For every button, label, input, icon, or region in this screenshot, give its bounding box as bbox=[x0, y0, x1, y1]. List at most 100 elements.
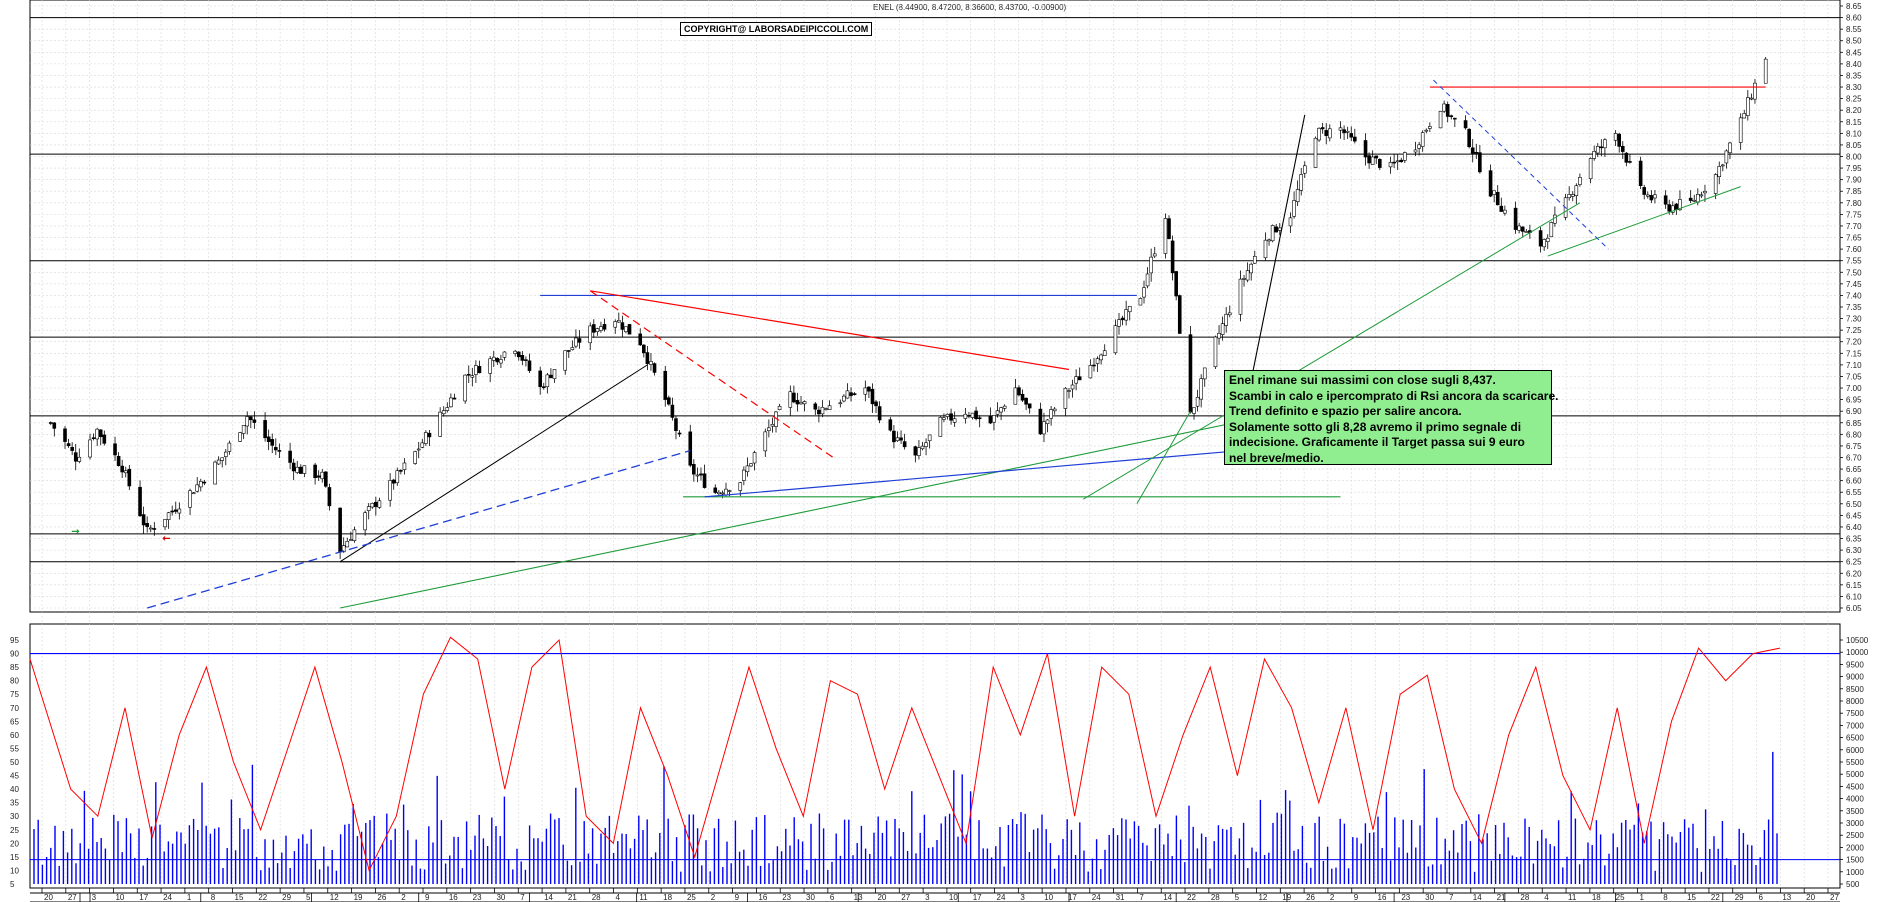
candle-body bbox=[670, 404, 675, 418]
date-tick-label: 27 bbox=[68, 893, 77, 902]
candle-body bbox=[370, 502, 375, 508]
date-tick-label: 25 bbox=[1616, 893, 1625, 902]
candle-body bbox=[1102, 350, 1107, 357]
candle-body bbox=[1245, 270, 1250, 281]
date-tick-label: 2 bbox=[401, 893, 406, 902]
month-axis: JuneJulyAugustSeptemberOctoberNovemberDe… bbox=[79, 893, 1724, 902]
long-uptrend-line bbox=[340, 410, 1291, 609]
candle-body bbox=[1442, 103, 1446, 112]
rsi-tick-label: 70 bbox=[10, 704, 19, 713]
candle-body bbox=[1728, 142, 1732, 154]
dashed-uptrend-line bbox=[147, 449, 691, 609]
candle-body bbox=[642, 344, 646, 354]
candle-body bbox=[613, 321, 618, 328]
green-short-line bbox=[1136, 410, 1191, 505]
candle-body bbox=[745, 465, 750, 473]
date-tick-label: 10 bbox=[1044, 893, 1053, 902]
candle-body bbox=[649, 361, 653, 365]
candle-body bbox=[902, 441, 907, 448]
candle-body bbox=[845, 390, 850, 399]
volume-tick-label: 8500 bbox=[1846, 685, 1864, 694]
candle-body bbox=[963, 413, 968, 419]
candle-body bbox=[445, 407, 450, 411]
green-channel-line bbox=[1083, 202, 1581, 500]
candle-body bbox=[524, 359, 528, 361]
candle-body bbox=[98, 429, 103, 438]
candle-body bbox=[299, 466, 303, 474]
candle-body bbox=[395, 470, 400, 484]
candle-body bbox=[977, 417, 982, 420]
candle-body bbox=[341, 545, 346, 553]
date-tick-label: 3 bbox=[92, 893, 97, 902]
candle-body bbox=[713, 487, 718, 493]
candle-body bbox=[1292, 200, 1296, 217]
candle-body bbox=[620, 322, 625, 330]
candle-body bbox=[1388, 162, 1393, 168]
price-tick-label: 7.20 bbox=[1846, 338, 1862, 347]
candle-body bbox=[1595, 146, 1600, 154]
copyright-label: COPYRIGHT@ LABORSADEIPICCOLI.COM bbox=[680, 22, 873, 36]
candle-body bbox=[1399, 159, 1404, 163]
candle-body bbox=[888, 419, 893, 431]
price-tick-label: 8.45 bbox=[1846, 48, 1862, 57]
date-tick-label: 27 bbox=[901, 893, 910, 902]
price-tick-label: 6.55 bbox=[1846, 488, 1862, 497]
price-tick-label: 6.15 bbox=[1846, 581, 1862, 590]
candle-body bbox=[95, 428, 99, 440]
candle-body bbox=[1696, 194, 1700, 203]
dashed-downtrend-line bbox=[1433, 79, 1609, 250]
candle-body bbox=[1392, 161, 1396, 164]
date-tick-label: 9 bbox=[735, 893, 740, 902]
date-axis: 20 27 3 10 17 24 1 8 15 22 29 5 12 19 26 2 9 16 23 30 7 14 21 2… bbox=[41, 888, 1839, 902]
candle-body bbox=[702, 473, 707, 488]
price-tick-label: 6.75 bbox=[1846, 442, 1862, 451]
candle-body bbox=[141, 514, 146, 526]
horizontal-levels bbox=[30, 17, 1840, 563]
candle-body bbox=[595, 328, 600, 333]
price-tick-label: 8.10 bbox=[1846, 129, 1862, 138]
candle-body bbox=[399, 470, 403, 472]
candle-body bbox=[988, 415, 993, 424]
price-tick-label: 7.55 bbox=[1846, 257, 1862, 266]
candle-body bbox=[727, 490, 732, 492]
candle-body bbox=[1353, 136, 1357, 142]
date-tick-label: 4 bbox=[1544, 893, 1549, 902]
candle-body bbox=[1324, 130, 1329, 136]
candle-body bbox=[742, 469, 746, 481]
candle-body bbox=[877, 406, 882, 421]
note-line: Trend definito e spazio per salire ancor… bbox=[1229, 404, 1462, 419]
price-tick-label: 7.35 bbox=[1846, 303, 1862, 312]
candle-body bbox=[1520, 226, 1525, 232]
rsi-tick-label: 75 bbox=[10, 690, 19, 699]
candle-body bbox=[652, 363, 657, 373]
price-tick-label: 8.20 bbox=[1846, 106, 1862, 115]
price-tick-label: 7.85 bbox=[1846, 187, 1862, 196]
candle-body bbox=[449, 397, 453, 408]
candle-body bbox=[402, 462, 407, 470]
candle-body bbox=[1692, 199, 1697, 202]
date-tick-label: 21 bbox=[568, 893, 577, 902]
rsi-tick-label: 80 bbox=[10, 677, 19, 686]
date-tick-label: 17 bbox=[973, 893, 982, 902]
candle-body bbox=[70, 447, 74, 451]
candle-body bbox=[102, 434, 107, 444]
candle-body bbox=[1213, 336, 1218, 368]
uptrend-support-line bbox=[1547, 186, 1741, 257]
candle-body bbox=[1599, 146, 1604, 149]
candle-body bbox=[1578, 177, 1582, 185]
price-tick-label: 8.65 bbox=[1846, 2, 1862, 11]
candle-body bbox=[995, 410, 1000, 415]
candle-body bbox=[970, 412, 975, 418]
date-tick-label: 28 bbox=[592, 893, 601, 902]
candle-body bbox=[627, 324, 632, 335]
candle-body bbox=[1638, 160, 1643, 186]
price-tick-label: 6.10 bbox=[1846, 592, 1862, 601]
volume-tick-label: 4000 bbox=[1846, 795, 1864, 804]
candle-body bbox=[1052, 408, 1057, 412]
candle-body bbox=[892, 430, 896, 443]
candle-body bbox=[1624, 152, 1629, 163]
candle-body bbox=[188, 490, 192, 508]
candle-body bbox=[216, 459, 221, 465]
candle-body bbox=[738, 482, 743, 491]
candle-body bbox=[88, 439, 92, 458]
